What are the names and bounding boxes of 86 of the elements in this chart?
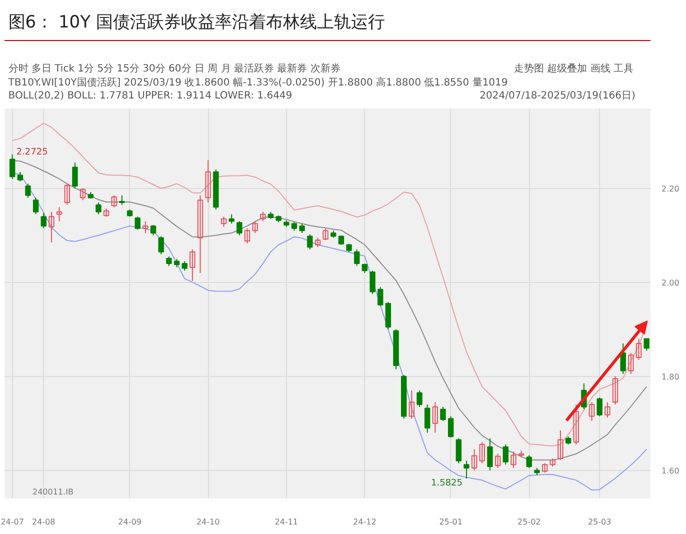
candlestick	[479, 442, 485, 464]
y-tick-label: 2.20	[662, 184, 680, 194]
x-tick-label: 24-09	[118, 518, 142, 526]
candlestick	[471, 448, 478, 471]
candlestick	[9, 154, 16, 180]
candlestick	[604, 402, 610, 418]
candlestick	[119, 194, 125, 206]
candlestick	[378, 286, 384, 306]
candlestick	[416, 390, 422, 408]
candlestick	[182, 260, 188, 272]
text: BOLL(20,2) BOLL: 1.7781 UPPER: 1.9114 LOWER: 1.6449	[8, 90, 292, 102]
candlestick	[354, 248, 360, 266]
candlestick	[260, 211, 266, 222]
candlestick	[244, 228, 250, 244]
x-tick-label: 25-02	[518, 518, 541, 526]
candlestick	[510, 451, 516, 468]
candlestick	[197, 194, 204, 274]
candlestick	[558, 430, 564, 460]
candlestick	[542, 462, 548, 474]
candlestick	[40, 212, 46, 229]
candlestick	[494, 453, 501, 468]
candlestick	[370, 270, 376, 295]
candlestick	[56, 206, 62, 222]
candlestick	[432, 402, 438, 434]
x-tick-label: 24-12	[353, 518, 376, 526]
candlestick	[596, 396, 602, 417]
candlestick	[80, 188, 86, 201]
candlestick	[220, 216, 227, 228]
candlestick	[636, 338, 642, 360]
candlestick	[464, 460, 470, 480]
candlestick	[205, 160, 211, 203]
candlestick	[32, 197, 39, 215]
candlestick	[190, 248, 196, 282]
candlestick	[424, 404, 430, 434]
y-tick-label: 2.00	[662, 278, 680, 288]
candlestick	[252, 220, 258, 234]
candlestick	[158, 236, 164, 255]
candlestick	[588, 402, 595, 422]
candlestick	[612, 376, 618, 406]
candlestick	[502, 444, 508, 466]
text: TB10Y.WI[10Y国债活跃] 2025/03/19 收1.8600 幅-1.33%(-0.0250) 开1.8800 高1.8800 低1.8550 量1019	[7, 76, 508, 88]
x-tick-label: 24-11	[274, 518, 298, 526]
candlestick	[142, 220, 148, 234]
candlestick	[150, 224, 156, 236]
annotation: 1.5825	[430, 478, 462, 489]
y-tick-label: 1.60	[662, 466, 680, 476]
chart-title: 图6： 10Y 国债活跃券收益率沿着布林线上轨运行	[8, 12, 385, 32]
x-tick-label: 24-10	[196, 518, 220, 526]
x-tick-label: 25-01	[439, 518, 462, 526]
text: 分时 多日 Tick 1分 5分 15分 30分 60分 日 周 月 最活跃券 最新券 次新券	[8, 62, 340, 74]
candlestick	[299, 223, 305, 234]
candlestick	[111, 194, 117, 208]
candlestick	[644, 338, 650, 351]
candlestick	[487, 438, 493, 471]
candlestick	[573, 404, 579, 445]
candlestick	[620, 342, 626, 374]
candlestick	[440, 406, 446, 422]
candlestick	[236, 220, 242, 236]
candlestick	[96, 202, 102, 215]
candlestick	[64, 183, 70, 206]
candlestick	[408, 390, 415, 420]
candlestick	[134, 216, 140, 230]
text: 2024/07/18-2025/03/19(166日)	[480, 90, 636, 102]
candlestick	[307, 234, 313, 250]
candlestick	[48, 211, 54, 243]
candlestick	[456, 438, 462, 464]
candlestick	[72, 162, 78, 189]
candlestick	[166, 256, 172, 266]
x-tick-label: 24-08	[32, 518, 56, 526]
candlestick	[385, 302, 392, 330]
candlestick	[25, 183, 31, 198]
candlestick	[526, 454, 532, 468]
annotation: 2.2725	[16, 147, 48, 158]
annotation: 240011.IB	[32, 488, 74, 496]
candlestick	[228, 214, 234, 224]
y-tick-label: 1.80	[662, 372, 680, 382]
candlestick	[448, 416, 454, 438]
x-tick-label: 24-07	[0, 518, 24, 526]
candlestick	[362, 263, 368, 274]
x-tick-label: 25-03	[588, 518, 612, 526]
candlestick	[322, 228, 328, 241]
candlestick	[338, 234, 344, 246]
text: 走势图 超级叠加 画线 工具	[514, 62, 634, 74]
candlestick	[314, 237, 321, 248]
candlestick	[17, 171, 24, 182]
candlestick	[628, 352, 634, 374]
